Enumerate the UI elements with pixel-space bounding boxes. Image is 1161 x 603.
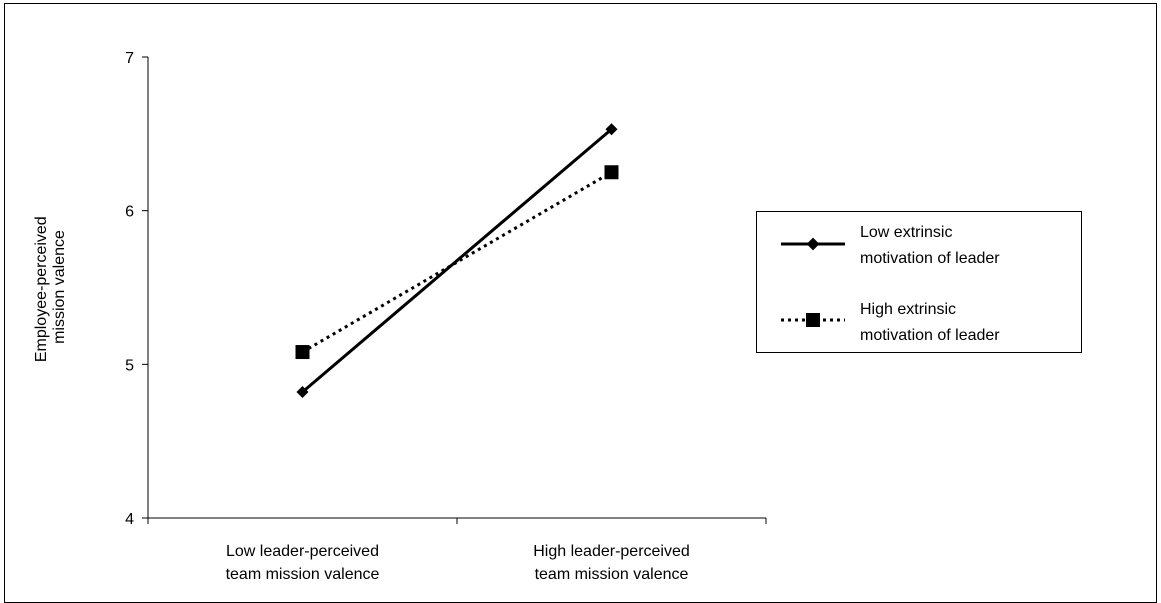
x-axis-ticks: Low leader-perceived team mission valence… — [147, 518, 767, 583]
series-1-point — [295, 345, 310, 360]
y-tick-label: 5 — [125, 357, 134, 374]
legend-label-high-line-2: motivation of leader — [860, 327, 1000, 344]
legend-label-low-line-2: motivation of leader — [860, 250, 1000, 267]
x-category-label: High leader-perceived team mission valenc… — [533, 543, 690, 583]
series-0-point — [605, 123, 618, 136]
x-category-label-line: High leader-perceived — [533, 543, 690, 560]
series-0-point — [296, 385, 309, 398]
series-line-0 — [301, 128, 613, 394]
legend-swatch-marker-high — [806, 313, 820, 327]
legend: Low extrinsic motivation of leader High … — [781, 224, 1000, 344]
y-axis-ticks: 4 5 6 7 — [125, 50, 148, 528]
legend-entry-high-extrinsic: High extrinsic motivation of leader — [781, 301, 1000, 344]
series-layer — [295, 123, 619, 398]
y-tick-label: 4 — [125, 511, 134, 528]
y-tick-label: 6 — [125, 204, 134, 221]
legend-label-low-line-1: Low extrinsic — [860, 224, 952, 241]
legend-entry-low-extrinsic: Low extrinsic motivation of leader — [781, 224, 1000, 267]
legend-label-low: Low extrinsic motivation of leader — [860, 224, 1000, 267]
x-category-label-line: team mission valence — [535, 566, 689, 583]
legend-label-high-line-1: High extrinsic — [860, 301, 956, 318]
x-category-label-line: team mission valence — [226, 566, 380, 583]
y-axis-title: Employee-perceived mission valence — [33, 212, 68, 362]
y-tick-label: 7 — [125, 50, 134, 67]
legend-label-high: High extrinsic motivation of leader — [860, 301, 1000, 344]
legend-box — [756, 211, 1082, 353]
x-category-label: Low leader-perceived team mission valence — [226, 543, 380, 583]
y-axis-title-line-1: Employee-perceived — [33, 216, 50, 362]
y-axis-title-line-2: mission valence — [51, 230, 68, 344]
x-category-label-line: Low leader-perceived — [226, 543, 379, 560]
series-1-point — [604, 165, 619, 180]
